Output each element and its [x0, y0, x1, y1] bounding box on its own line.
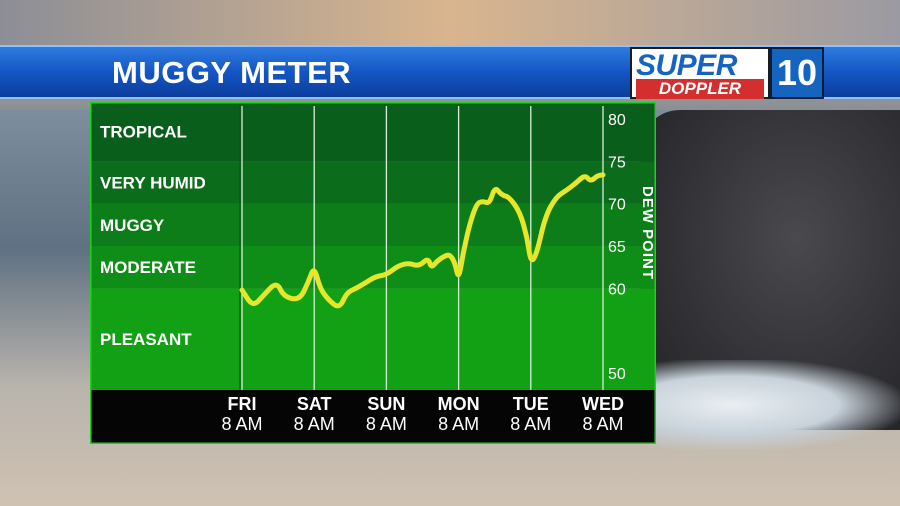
logo-badge: 10	[770, 47, 824, 99]
x-tick-day: FRI	[228, 394, 257, 414]
band-labels: PLEASANT MODERATE MUGGY VERY HUMID TROPICAL	[100, 123, 206, 350]
band-very-humid	[90, 161, 656, 204]
x-tick-time: 8 AM	[582, 414, 623, 434]
x-tick-time: 8 AM	[294, 414, 335, 434]
y-tick-label: 70	[608, 197, 626, 214]
page-title: MUGGY METER	[112, 55, 352, 90]
band-label: PLEASANT	[100, 330, 192, 349]
x-tick-time: 8 AM	[366, 414, 407, 434]
band-pleasant	[90, 288, 656, 390]
humidity-bands	[90, 102, 656, 390]
day-gridlines	[241, 106, 604, 390]
x-axis-background	[90, 390, 656, 444]
x-tick-day: WED	[582, 394, 624, 414]
logo-doppler-text: DOPPLER	[636, 79, 764, 99]
x-tick-day: SUN	[367, 394, 405, 414]
station-logo: SUPER DOPPLER 10	[630, 47, 825, 99]
dew-point-series	[239, 172, 606, 309]
x-tick-time: 8 AM	[221, 414, 262, 434]
logo-super-text: SUPER	[636, 49, 737, 82]
band-label: MUGGY	[100, 216, 165, 235]
band-label: MODERATE	[100, 258, 196, 277]
background-foam	[620, 360, 900, 450]
band-tropical	[90, 102, 656, 162]
x-tick-day: TUE	[513, 394, 549, 414]
band-muggy	[90, 203, 656, 246]
y-tick-label: 50	[608, 366, 626, 383]
band-moderate	[90, 246, 656, 289]
x-tick-day: MON	[438, 394, 480, 414]
x-tick-time: 8 AM	[438, 414, 479, 434]
x-tick-day: SAT	[297, 394, 332, 414]
band-label: VERY HUMID	[100, 173, 206, 192]
y-tick-labels: 50 60 65 70 75 80	[608, 112, 626, 383]
y-axis-title: DEW POINT	[639, 186, 656, 280]
background-sky	[0, 0, 900, 50]
dew-point-line	[239, 172, 606, 309]
y-tick-label: 65	[608, 239, 626, 256]
y-tick-label: 60	[608, 281, 626, 298]
x-tick-time: 8 AM	[510, 414, 551, 434]
chart-border	[90, 102, 656, 444]
y-tick-label: 75	[608, 154, 626, 171]
y-tick-label: 80	[608, 112, 626, 129]
logo-wordmark: SUPER DOPPLER	[630, 47, 770, 99]
band-label: TROPICAL	[100, 123, 187, 142]
